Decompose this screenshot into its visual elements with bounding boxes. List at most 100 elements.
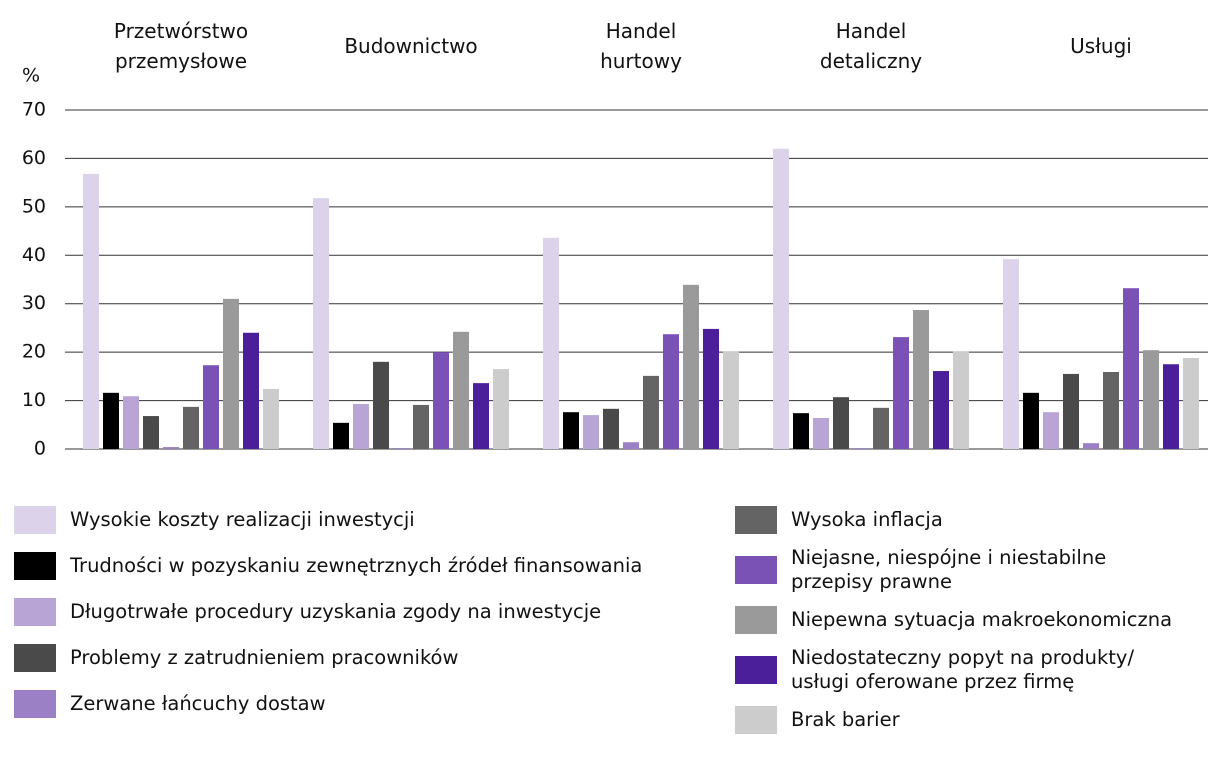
bar [1063,373,1079,449]
bar [683,284,699,449]
legend-label: Wysokie koszty realizacji inwestycji [70,508,415,531]
bar [373,361,389,449]
legend-item: Niejasne, niespójne i niestabilne przepi… [735,546,1172,594]
bar [413,404,429,449]
legend-label: Brak barier [791,708,900,731]
bar [453,331,469,449]
legend-label: Niejasne, niespójne i niestabilne przepi… [791,546,1107,593]
bar [1023,392,1039,449]
legend-item: Wysoka inflacja [735,506,1172,534]
bar [1123,288,1139,449]
y-tick-label: 60 [22,147,46,169]
bar [433,352,449,449]
legend-swatch [735,656,777,684]
bar [493,369,509,449]
bar [793,413,809,449]
legend: Wysokie koszty realizacji inwestycji Trud… [14,506,642,718]
legend: Wysoka inflacja Niejasne, niespójne i nie… [735,506,1172,734]
y-tick-label: 0 [34,438,46,460]
bar [353,403,369,449]
bar [143,416,159,449]
legend-swatch [735,556,777,584]
bar [103,392,119,449]
legend-swatch [14,644,56,672]
bar [643,375,659,449]
bar [203,365,219,449]
bar [333,422,349,449]
legend-item: Problemy z zatrudnieniem pracowników [14,644,642,672]
bar [183,406,199,449]
category-text: Przetwórstwo przemysłowe [113,19,249,73]
legend-label: Zerwane łańcuchy dostaw [70,692,326,715]
bar [953,351,969,449]
bar [393,448,409,449]
bar [833,397,849,449]
bar [603,408,619,449]
bar [163,447,179,449]
legend-swatch [735,506,777,534]
bar [1083,443,1099,449]
bar [83,173,99,449]
bar [263,388,279,449]
category-label: Handel detaliczny [820,10,922,82]
y-tick-label: 10 [22,389,46,411]
bar [913,310,929,449]
y-axis-label: % [22,65,40,87]
legend-item: Brak barier [735,706,1172,734]
legend-swatch [14,690,56,718]
legend-item: Niepewna sytuacja makroekonomiczna [735,606,1172,634]
bar [773,148,789,449]
legend-swatch [14,598,56,626]
category-label: Budownictwo [344,10,477,82]
y-tick-label: 70 [22,99,46,121]
y-tick-label: 30 [22,292,46,314]
bar [1143,350,1159,449]
bar [1103,371,1119,449]
legend-label: Długotrwałe procedury uzyskania zgody na… [70,600,602,623]
category-text: Handel detaliczny [819,19,923,73]
legend-swatch [735,706,777,734]
bar [623,442,639,449]
bar [723,351,739,449]
category-label: Usługi [1070,10,1132,82]
bar [223,298,239,449]
bar [853,448,869,449]
bar [543,237,559,449]
y-tick-label: 20 [22,341,46,363]
category-text: Handel hurtowy [600,19,682,73]
bar [703,328,719,449]
bar [873,407,889,449]
bar [563,412,579,449]
bar [473,383,489,449]
y-tick-label: 50 [22,195,46,217]
category-text: Usługi [1070,34,1132,58]
category-text: Budownictwo [344,34,478,58]
y-tick-label: 40 [22,244,46,266]
bar [583,415,599,449]
legend-swatch [14,506,56,534]
legend-swatch [735,606,777,634]
legend-label: Niedostateczny popyt na produkty/ usługi… [791,646,1135,693]
legend-label: Trudności w pozyskaniu zewnętrznych źród… [70,554,643,577]
bar [813,418,829,449]
legend-swatch [14,552,56,580]
category-label: Handel hurtowy [600,10,682,82]
chart: % 0 10 20 30 40 50 60 70 [22,65,1208,460]
bar [933,371,949,449]
bar [1163,364,1179,449]
legend-label: Problemy z zatrudnieniem pracowników [70,646,459,669]
bar [123,396,139,449]
legend-item: Wysokie koszty realizacji inwestycji [14,506,642,534]
legend-item: Trudności w pozyskaniu zewnętrznych źród… [14,552,642,580]
bar [893,337,909,449]
legend-label: Wysoka inflacja [791,508,943,531]
category-label: Przetwórstwo przemysłowe [114,10,248,82]
bar [1043,412,1059,449]
legend-item: Długotrwałe procedury uzyskania zgody na… [14,598,642,626]
bar [313,198,329,449]
legend-item: Niedostateczny popyt na produkty/ usługi… [735,646,1172,694]
legend-item: Zerwane łańcuchy dostaw [14,690,642,718]
bar [663,334,679,449]
bar [1183,357,1199,449]
